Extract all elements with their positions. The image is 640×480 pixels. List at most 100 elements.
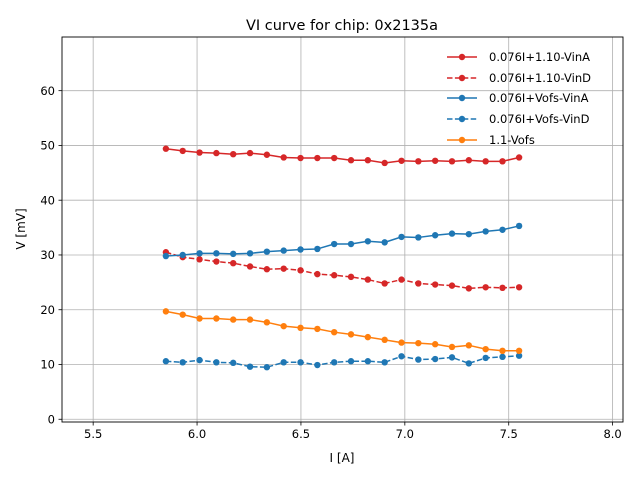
data-point bbox=[381, 280, 388, 287]
series-line bbox=[165, 225, 520, 257]
legend-label: 1.1-Vofs bbox=[489, 133, 535, 147]
legend-marker bbox=[458, 115, 466, 123]
series-line bbox=[165, 251, 520, 290]
data-point bbox=[482, 228, 489, 235]
data-point bbox=[431, 157, 439, 164]
data-point bbox=[179, 359, 186, 366]
data-point bbox=[499, 284, 506, 292]
data-point bbox=[246, 250, 254, 257]
data-point bbox=[347, 358, 355, 365]
data-point bbox=[230, 250, 237, 258]
data-point bbox=[297, 324, 304, 332]
data-point bbox=[499, 158, 506, 165]
data-point bbox=[263, 151, 271, 158]
data-point bbox=[230, 259, 237, 267]
x-tick-label: 6.5 bbox=[292, 427, 310, 441]
data-point bbox=[280, 265, 287, 272]
data-point bbox=[263, 248, 271, 255]
data-point bbox=[246, 263, 254, 270]
data-point bbox=[162, 252, 170, 260]
y-tick-label: 10 bbox=[40, 358, 55, 372]
data-point bbox=[364, 333, 372, 341]
data-point bbox=[398, 233, 405, 241]
data-point bbox=[330, 240, 338, 248]
data-point bbox=[364, 238, 372, 245]
legend-label: 0.076I+1.10-VinD bbox=[489, 71, 591, 85]
data-point bbox=[347, 273, 355, 281]
data-point bbox=[179, 311, 186, 318]
data-point bbox=[364, 358, 372, 365]
data-point bbox=[179, 251, 186, 259]
data-point bbox=[398, 157, 405, 164]
legend-marker bbox=[458, 94, 466, 102]
x-tick-label: 8.0 bbox=[603, 427, 621, 441]
data-point bbox=[246, 316, 254, 323]
data-point bbox=[162, 308, 170, 315]
series-line bbox=[165, 147, 520, 164]
data-point bbox=[499, 226, 506, 233]
legend-marker bbox=[458, 74, 466, 82]
data-point bbox=[297, 267, 304, 274]
plot-area: 5.5 6.0 6.5 7.0 7.5 8.0 0 10 20 30 40 50 60 bbox=[40, 36, 624, 441]
y-tick-label: 30 bbox=[40, 248, 55, 262]
legend-entry: 1.1-Vofs bbox=[447, 133, 535, 147]
data-point bbox=[431, 281, 439, 288]
legend: 0.076I+1.10-VinA 0.076I+1.10-VinD 0.076I+V… bbox=[447, 50, 591, 147]
data-point bbox=[314, 325, 321, 333]
data-point bbox=[330, 154, 338, 162]
data-point bbox=[448, 282, 456, 289]
data-point bbox=[448, 230, 456, 237]
series-line bbox=[165, 310, 520, 352]
data-point bbox=[499, 347, 506, 355]
data-point bbox=[448, 354, 456, 361]
data-point bbox=[196, 149, 203, 156]
data-point bbox=[415, 339, 422, 347]
data-point bbox=[347, 331, 355, 338]
data-point bbox=[381, 159, 388, 167]
data-point bbox=[196, 256, 203, 263]
data-point bbox=[482, 345, 489, 353]
y-tick-label: 40 bbox=[40, 193, 55, 207]
data-point bbox=[230, 316, 237, 323]
data-point bbox=[230, 150, 237, 158]
y-tick-label: 60 bbox=[40, 84, 55, 98]
data-point bbox=[431, 341, 439, 348]
data-point bbox=[179, 147, 186, 155]
data-point bbox=[415, 356, 422, 363]
x-axis-label: I [A] bbox=[330, 451, 355, 465]
data-point bbox=[246, 149, 254, 157]
data-point bbox=[314, 154, 321, 162]
data-point bbox=[431, 355, 439, 363]
data-point bbox=[314, 270, 321, 278]
y-tick-label: 50 bbox=[40, 139, 55, 153]
x-tick-label: 7.5 bbox=[500, 427, 518, 441]
axes-frame bbox=[61, 36, 624, 423]
y-tick-label: 0 bbox=[48, 412, 55, 426]
data-point bbox=[213, 315, 220, 322]
data-point bbox=[448, 343, 456, 351]
legend-label: 0.076I+1.10-VinA bbox=[489, 50, 590, 64]
data-point bbox=[246, 363, 254, 370]
series-line bbox=[165, 354, 520, 368]
series-1 bbox=[162, 249, 523, 292]
data-point bbox=[482, 158, 489, 165]
data-point bbox=[431, 232, 439, 239]
data-point bbox=[297, 359, 304, 366]
data-point bbox=[515, 222, 523, 230]
data-point bbox=[515, 352, 523, 359]
legend-entry: 0.076I+1.10-VinD bbox=[447, 71, 591, 85]
data-point bbox=[347, 240, 355, 248]
data-point bbox=[482, 284, 489, 291]
chart-title: VI curve for chip: 0x2135a bbox=[246, 18, 438, 34]
data-point bbox=[415, 234, 422, 241]
series-2 bbox=[162, 222, 523, 260]
data-point bbox=[330, 359, 338, 366]
data-point bbox=[448, 158, 456, 165]
data-point bbox=[515, 284, 523, 291]
data-point bbox=[213, 149, 220, 157]
data-point bbox=[330, 328, 338, 336]
data-point bbox=[162, 358, 170, 365]
data-point bbox=[381, 336, 388, 344]
data-point bbox=[499, 353, 506, 361]
